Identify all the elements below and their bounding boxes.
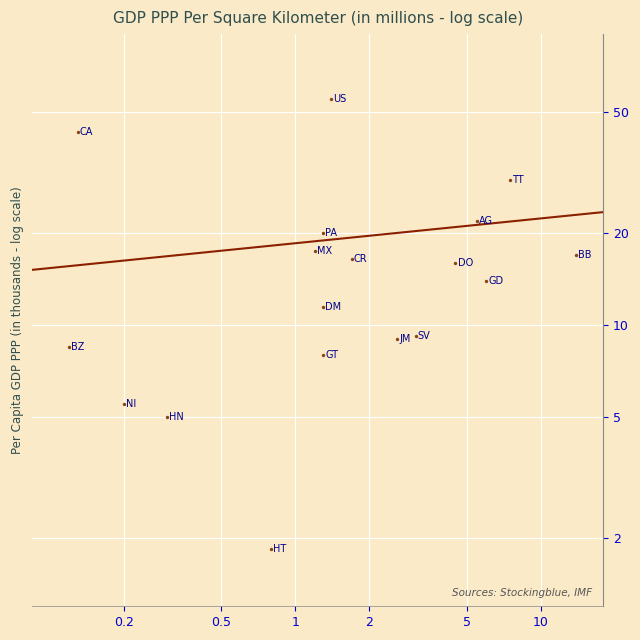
- Text: BB: BB: [579, 250, 592, 260]
- Point: [72, 127, 83, 137]
- Point: [472, 216, 482, 226]
- Point: [318, 301, 328, 312]
- Text: CA: CA: [80, 127, 93, 137]
- Point: [451, 258, 461, 268]
- Point: [505, 175, 515, 185]
- Text: GD: GD: [488, 276, 503, 285]
- Point: [392, 334, 402, 344]
- Text: BZ: BZ: [71, 342, 84, 352]
- Text: PA: PA: [325, 228, 337, 239]
- Text: AG: AG: [479, 216, 493, 226]
- Text: US: US: [333, 95, 346, 104]
- Text: HT: HT: [273, 544, 287, 554]
- Y-axis label: Per Capita GDP PPP (in thousands - log scale): Per Capita GDP PPP (in thousands - log s…: [11, 186, 24, 454]
- Point: [64, 342, 74, 352]
- Text: DO: DO: [458, 258, 473, 268]
- Point: [318, 349, 328, 360]
- Text: CR: CR: [354, 254, 367, 264]
- Point: [118, 399, 129, 410]
- Point: [347, 254, 357, 264]
- Point: [162, 412, 172, 422]
- Text: DM: DM: [325, 302, 341, 312]
- Text: Sources: Stockingblue, IMF: Sources: Stockingblue, IMF: [452, 588, 592, 598]
- Point: [310, 246, 320, 256]
- Point: [326, 94, 336, 104]
- Text: MX: MX: [317, 246, 332, 256]
- Title: GDP PPP Per Square Kilometer (in millions - log scale): GDP PPP Per Square Kilometer (in million…: [113, 11, 523, 26]
- Point: [572, 250, 582, 260]
- Text: JM: JM: [399, 334, 410, 344]
- Point: [481, 276, 492, 286]
- Text: GT: GT: [325, 350, 338, 360]
- Text: TT: TT: [512, 175, 524, 185]
- Point: [266, 544, 276, 554]
- Text: SV: SV: [418, 332, 431, 341]
- Point: [318, 228, 328, 239]
- Point: [411, 332, 421, 342]
- Text: NI: NI: [125, 399, 136, 410]
- Text: HN: HN: [169, 412, 184, 422]
